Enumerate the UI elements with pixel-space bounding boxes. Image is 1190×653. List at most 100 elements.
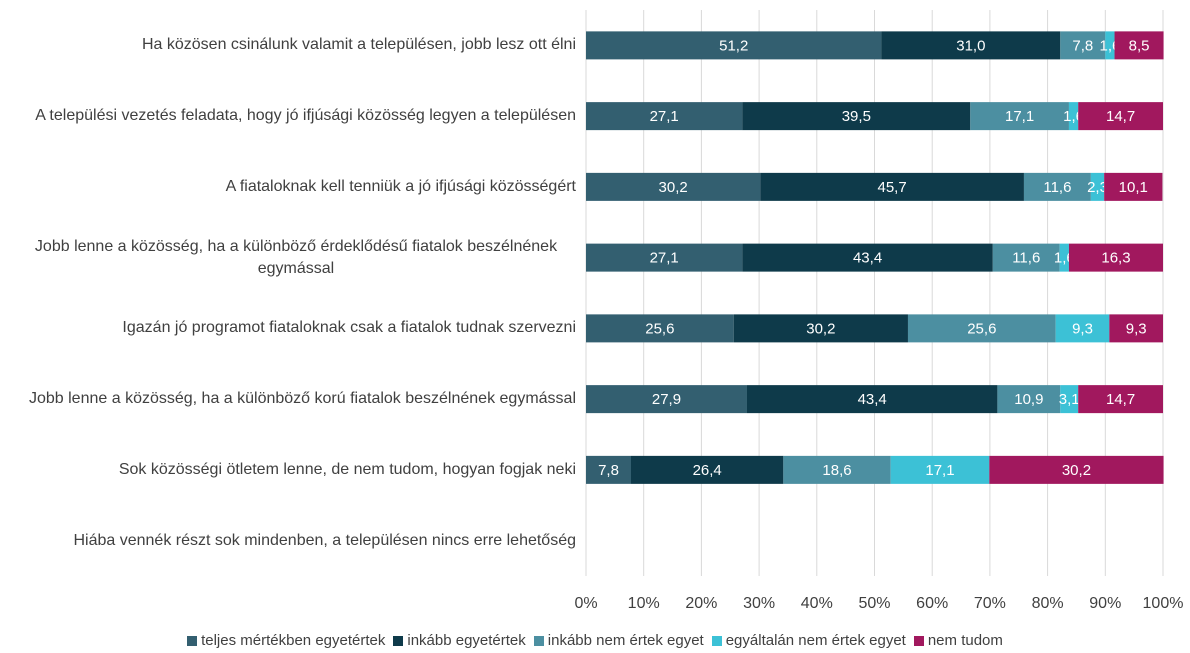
bar-segment (742, 243, 993, 272)
bar-segment (1023, 172, 1091, 201)
data-label: 11,6 (1012, 250, 1040, 267)
x-tick-label: 10% (628, 595, 660, 612)
legend-swatch (533, 635, 544, 646)
legend: teljes mértékben egyetértek inkább egyeté… (0, 632, 1190, 649)
data-label: 2,3 (1087, 179, 1108, 196)
bar-segment (890, 455, 990, 484)
bar-segment (1060, 31, 1106, 60)
legend-item: teljes mértékben egyetértek (187, 632, 385, 649)
legend-swatch (711, 635, 722, 646)
category-text: Hiába vennék részt sok mindenben, a tele… (73, 531, 576, 549)
x-tick-label: 40% (801, 595, 833, 612)
data-label: 10,1 (1119, 179, 1148, 196)
x-tick-label: 80% (1032, 595, 1064, 612)
legend-item: nem tudom (913, 632, 1003, 649)
data-label: 43,4 (858, 391, 887, 408)
data-label: 39,5 (842, 108, 871, 125)
legend-label: inkább egyetértek (407, 632, 526, 649)
bar-segment (586, 243, 743, 272)
category-text: Jobb lenne a közösség, ha a különböző ér… (34, 237, 558, 277)
data-label: 3,1 (1059, 391, 1080, 408)
data-label: 27,9 (652, 391, 681, 408)
bar-segment (1090, 172, 1105, 201)
category-text: Sok közösségi ötletem lenne, de nem tudo… (118, 460, 576, 478)
x-tick-label: 50% (858, 595, 890, 612)
data-label: 25,6 (967, 320, 996, 337)
legend-label: egyáltalán nem értek egyet (725, 632, 906, 649)
bar-segment (881, 31, 1061, 60)
x-tick-label: 0% (574, 595, 597, 612)
bar-segment (760, 172, 1024, 201)
bar-segment (746, 385, 998, 414)
legend-label: teljes mértékben egyetértek (201, 632, 386, 649)
category-text: A fiataloknak kell tenniük a jó ifjúsági… (225, 177, 576, 195)
bar-segment (1078, 385, 1163, 414)
bar-segment (586, 172, 761, 201)
x-tick-label: 30% (743, 595, 775, 612)
data-label: 17,1 (1005, 108, 1034, 125)
category-label: Jobb lenne a közösség, ha a különböző ér… (0, 236, 576, 280)
bar-segment (1068, 243, 1163, 272)
legend-swatch (187, 635, 198, 646)
data-label: 30,2 (1062, 462, 1091, 479)
bar-segment (742, 102, 971, 131)
data-label: 9,3 (1126, 320, 1147, 337)
category-label: Jobb lenne a közösség, ha a különböző ko… (0, 388, 576, 410)
bar-segment (586, 314, 734, 343)
bar-segment (631, 455, 784, 484)
x-tick-label: 70% (974, 595, 1006, 612)
category-label: A fiataloknak kell tenniük a jó ifjúsági… (0, 176, 576, 198)
x-tick-label: 100% (1143, 595, 1184, 612)
legend-label: nem tudom (927, 632, 1003, 649)
data-label: 17,1 (925, 462, 954, 479)
category-label: Ha közösen csinálunk valamit a település… (0, 34, 576, 56)
bar-segment (907, 314, 1056, 343)
category-text: Ha közösen csinálunk valamit a település… (141, 36, 576, 54)
bar-segment (970, 102, 1069, 131)
data-label: 18,6 (822, 462, 851, 479)
data-label: 26,4 (693, 462, 722, 479)
bar-segment (1109, 314, 1163, 343)
bar-segment (1104, 172, 1163, 201)
data-label: 51,2 (719, 37, 748, 54)
bar-segment (1060, 385, 1079, 414)
category-text: Jobb lenne a közösség, ha a különböző ko… (28, 390, 576, 408)
legend-label: inkább nem értek egyet (547, 632, 704, 649)
bar-segment (783, 455, 891, 484)
bar-segment (1105, 31, 1115, 60)
bar-segment (586, 31, 882, 60)
legend-item: inkább nem értek egyet (533, 632, 704, 649)
data-label: 7,8 (598, 462, 619, 479)
data-label: 30,2 (659, 179, 688, 196)
legend-item: egyáltalán nem értek egyet (711, 632, 906, 649)
category-text: Igazán jó programot fiataloknak csak a f… (122, 319, 576, 337)
data-label: 30,2 (806, 320, 835, 337)
bar-segment (1059, 243, 1069, 272)
bar-segment (733, 314, 908, 343)
legend-swatch (393, 635, 404, 646)
category-label: Hiába vennék részt sok mindenben, a tele… (0, 530, 576, 552)
category-label: A települési vezetés feladata, hogy jó i… (0, 105, 576, 127)
bar-segment (1068, 102, 1079, 131)
data-label: 16,3 (1101, 250, 1130, 267)
x-tick-label: 60% (916, 595, 948, 612)
data-label: 14,7 (1106, 108, 1135, 125)
data-label: 14,7 (1106, 391, 1135, 408)
bar-segment (1055, 314, 1110, 343)
data-label: 25,6 (645, 320, 674, 337)
bar-segment (989, 455, 1164, 484)
category-label: Sok közösségi ötletem lenne, de nem tudo… (0, 459, 576, 481)
data-label: 27,1 (650, 108, 679, 125)
data-label: 9,3 (1072, 320, 1093, 337)
bar-segment (997, 385, 1061, 414)
bar-segment (586, 102, 743, 131)
category-text: A települési vezetés feladata, hogy jó i… (35, 107, 576, 125)
bar-segment (586, 455, 632, 484)
data-label: 10,9 (1014, 391, 1043, 408)
data-label: 11,6 (1043, 179, 1071, 196)
legend-swatch (913, 635, 924, 646)
bar-segment (1078, 102, 1163, 131)
bar-segment (586, 385, 747, 414)
